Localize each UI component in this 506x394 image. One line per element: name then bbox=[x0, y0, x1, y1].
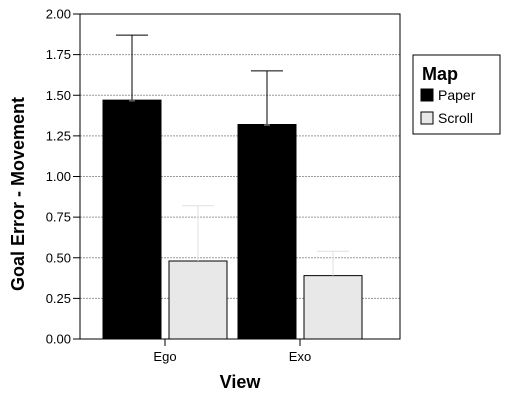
legend-swatch-scroll bbox=[420, 111, 434, 125]
x-tick-label-ego: Ego bbox=[153, 349, 176, 364]
x-tick-label-exo: Exo bbox=[289, 349, 311, 364]
bar-scroll-ego bbox=[168, 260, 228, 340]
legend-swatch-paper bbox=[420, 88, 434, 102]
legend: Map Paper Scroll bbox=[412, 54, 501, 135]
x-axis-title: View bbox=[220, 372, 262, 392]
legend-label-paper: Paper bbox=[438, 87, 476, 103]
y-tick-label: 1.75 bbox=[46, 47, 71, 62]
y-tick-label: 1.00 bbox=[46, 169, 71, 184]
y-axis: 0.00 0.25 0.50 0.75 1.00 1.25 1.50 1.75 2.00 bbox=[46, 7, 80, 347]
y-tick-label: 1.50 bbox=[46, 88, 71, 103]
bar-paper-exo bbox=[237, 124, 297, 340]
bar-paper-ego bbox=[102, 99, 162, 340]
y-tick-label: 0.50 bbox=[46, 250, 71, 265]
error-bars bbox=[116, 34, 349, 276]
legend-title: Map bbox=[422, 64, 458, 84]
y-tick-label: 0.75 bbox=[46, 210, 71, 225]
bar-scroll-exo bbox=[303, 275, 363, 340]
y-tick-label: 0.25 bbox=[46, 291, 71, 306]
legend-label-scroll: Scroll bbox=[438, 110, 473, 126]
x-axis: Ego Exo bbox=[153, 339, 311, 364]
y-tick-label: 1.25 bbox=[46, 128, 71, 143]
y-tick-label: 0.00 bbox=[46, 332, 71, 347]
y-axis-title: Goal Error - Movement bbox=[8, 97, 28, 291]
bars bbox=[102, 99, 363, 340]
y-tick-label: 2.00 bbox=[46, 7, 71, 22]
